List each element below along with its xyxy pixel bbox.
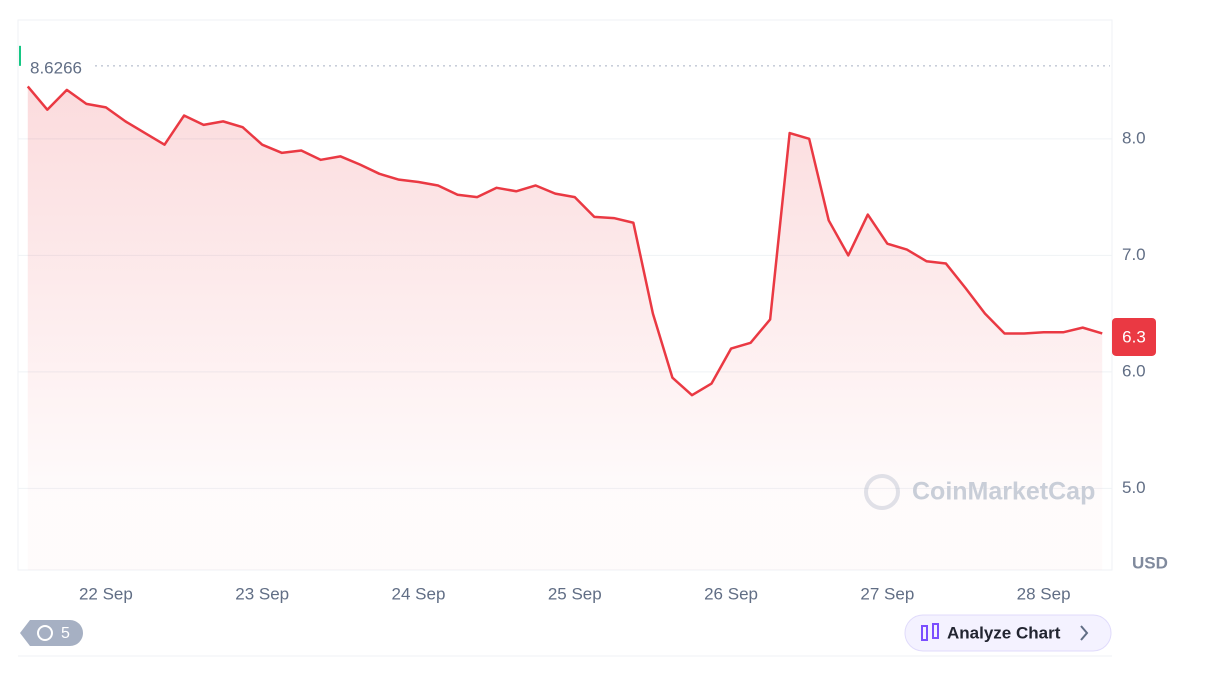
y-tick-label: 7.0 [1122, 245, 1146, 264]
y-tick-label: 6.0 [1122, 361, 1146, 380]
x-tick-label: 25 Sep [548, 584, 602, 603]
history-icon [37, 625, 53, 641]
analyze-button-bg [904, 614, 1112, 652]
y-tick-label: 5.0 [1122, 478, 1146, 497]
analyze-icon [921, 625, 928, 641]
last-price-label: 6.3 [1122, 327, 1146, 346]
y-tick-label: 8.0 [1122, 128, 1146, 147]
last-price-badge [1112, 317, 1156, 356]
x-tick-label: 24 Sep [392, 584, 446, 603]
analyze-icon [932, 623, 939, 639]
x-tick-label: 28 Sep [1017, 584, 1071, 603]
analyze-label: Analyze Chart [947, 623, 1061, 642]
watermark-logo [864, 474, 900, 510]
history-count: 5 [61, 625, 70, 642]
x-tick-label: 27 Sep [860, 584, 914, 603]
watermark: CoinMarketCap [912, 478, 1095, 506]
x-tick-label: 26 Sep [704, 584, 758, 603]
analyze-button[interactable]: Analyze Chart [904, 614, 1112, 652]
price-line [26, 85, 1103, 397]
x-tick-label: 23 Sep [235, 584, 289, 603]
x-tick-label: 22 Sep [79, 584, 133, 603]
chevron [1080, 625, 1089, 641]
currency-label: USD [1132, 553, 1168, 572]
high-marker-label: 8.6266 [30, 58, 82, 77]
area-fill [27, 86, 1103, 570]
history-badge[interactable]: 5 [20, 620, 83, 646]
